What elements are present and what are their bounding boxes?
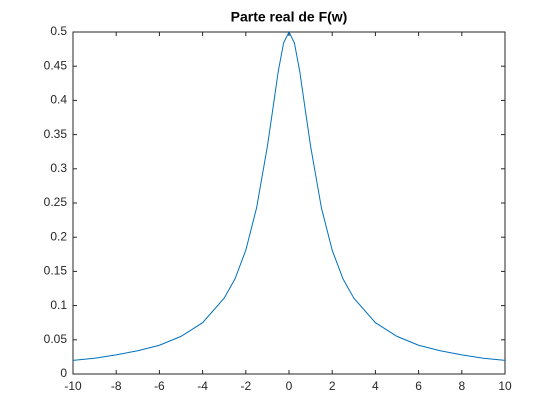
x-tick-label: 10 (498, 379, 512, 393)
x-tick-label: -10 (64, 379, 82, 393)
y-tick-label: 0.45 (44, 58, 68, 72)
axes-box (72, 31, 506, 375)
y-tick-label: 0.35 (44, 127, 68, 141)
x-tick-label: -6 (154, 379, 165, 393)
x-tick-label: 8 (458, 379, 465, 393)
y-tick-label: 0.2 (50, 229, 67, 243)
y-tick-label: 0.5 (50, 24, 67, 38)
x-tick-label: 0 (286, 379, 293, 393)
y-tick-label: 0.25 (44, 195, 68, 209)
x-tick-label: 4 (372, 379, 379, 393)
y-tick-label: 0.3 (50, 161, 67, 175)
y-tick-label: 0 (60, 366, 67, 380)
y-tick-label: 0.05 (44, 332, 68, 346)
y-tick-label: 0.15 (44, 264, 68, 278)
x-tick-label: -8 (111, 379, 122, 393)
x-tick-label: 6 (415, 379, 422, 393)
line-series (72, 30, 506, 361)
x-tick-label: -2 (240, 379, 251, 393)
y-tick-label: 0.4 (50, 93, 67, 107)
x-tick-label: 2 (329, 379, 336, 393)
chart-title: Parte real de F(w) (231, 9, 348, 25)
y-tick-label: 0.1 (50, 298, 67, 312)
x-tick-label: -4 (197, 379, 208, 393)
